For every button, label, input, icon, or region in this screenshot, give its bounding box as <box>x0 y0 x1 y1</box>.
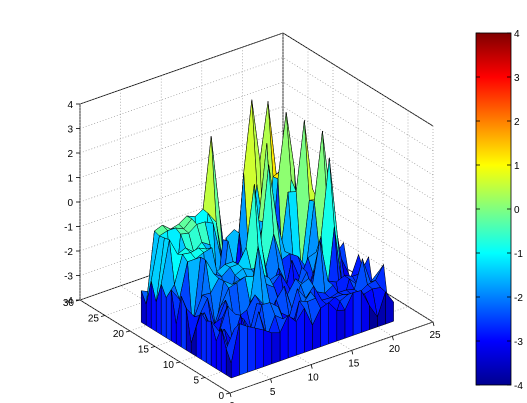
y-tick-label: 25 <box>88 314 100 325</box>
y-tick-label: 10 <box>163 360 175 371</box>
z-tick-label: -2 <box>64 247 73 258</box>
x-tick-mark <box>351 350 354 355</box>
colorbar-tick-label: -3 <box>514 337 523 348</box>
axis-ticks: 0 5 10 15 20 25 0 5 10 15 20 25 30-4 -3 -2 -1 0 1 2 3 4 <box>63 100 441 403</box>
z-tick-label: 1 <box>67 174 73 185</box>
x-tick-mark <box>270 378 272 383</box>
x-tick-label: 10 <box>308 373 320 384</box>
grid-line-z <box>282 106 434 200</box>
surface-skirt <box>225 348 232 379</box>
x-tick-mark <box>392 336 394 341</box>
x-tick-label: 25 <box>429 330 441 341</box>
x-tick-mark <box>432 321 435 327</box>
surface-skirt <box>263 329 273 367</box>
y-tick-label: 30 <box>63 298 75 309</box>
surface-skirt <box>200 312 207 363</box>
colorbar-tick-label: 4 <box>514 29 520 40</box>
y-tick-mark <box>125 330 131 333</box>
surface-skirt <box>205 320 212 366</box>
back-top-edge <box>79 32 284 105</box>
surface-skirt <box>247 326 256 373</box>
x-tick-mark <box>310 364 313 369</box>
z-tick-label: 2 <box>67 149 73 160</box>
y-tick-label: 15 <box>138 345 150 356</box>
surface-skirt <box>352 290 362 336</box>
x-tick-label: 5 <box>270 387 276 398</box>
x-tick-label: 20 <box>389 344 401 355</box>
z-tick-label: -1 <box>64 223 73 234</box>
z-tick-label: 0 <box>67 198 73 209</box>
y-tick-mark <box>100 315 106 317</box>
colorbar-tick-label: 0 <box>514 205 520 216</box>
colorbar-tick-label: -4 <box>514 381 523 392</box>
y-tick-label: 20 <box>113 329 125 340</box>
colorbar-ticks: -4 -3 -2 -1 0 1 2 3 4 <box>476 29 523 392</box>
colorbar-gradient <box>475 32 512 386</box>
z-tick-label: 3 <box>67 125 73 136</box>
colorbar-tick-label: 1 <box>514 161 520 172</box>
z-tick-label: -3 <box>64 272 73 283</box>
colorbar: -4 -3 -2 -1 0 1 2 3 4 <box>475 29 523 392</box>
x-tick-label: 0 <box>229 401 235 403</box>
y-tick-mark <box>200 377 206 379</box>
grid-line-z <box>282 81 434 176</box>
grid-line-z <box>282 32 434 127</box>
z-tick-label: -4 <box>64 296 73 307</box>
z-tick-label: 4 <box>67 100 73 111</box>
surface-skirt <box>336 309 346 342</box>
grid-line-z <box>282 57 434 151</box>
colorbar-tick-label: 2 <box>514 117 520 128</box>
y-tick-mark <box>175 361 181 364</box>
surface-skirt <box>165 289 172 342</box>
x-tick-mark <box>229 392 232 398</box>
surface-skirt <box>271 332 281 365</box>
colorbar-tick-label: 3 <box>514 73 520 84</box>
y-tick-label: 5 <box>193 376 199 387</box>
x-tick-label: 15 <box>348 358 360 369</box>
x-axis-line <box>229 321 434 394</box>
surface-skirt <box>287 315 297 359</box>
surface-skirt <box>255 327 264 370</box>
y-tick-label: 0 <box>218 391 224 402</box>
surface-plot <box>140 99 394 379</box>
surface-skirt <box>320 302 329 348</box>
surface-skirt <box>239 323 248 376</box>
y-tick-mark <box>225 392 231 395</box>
colorbar-tick-label: -2 <box>514 293 523 304</box>
y-tick-mark <box>150 346 156 348</box>
grid-line-z <box>282 130 434 225</box>
colorbar-tick-label: -1 <box>514 249 523 260</box>
